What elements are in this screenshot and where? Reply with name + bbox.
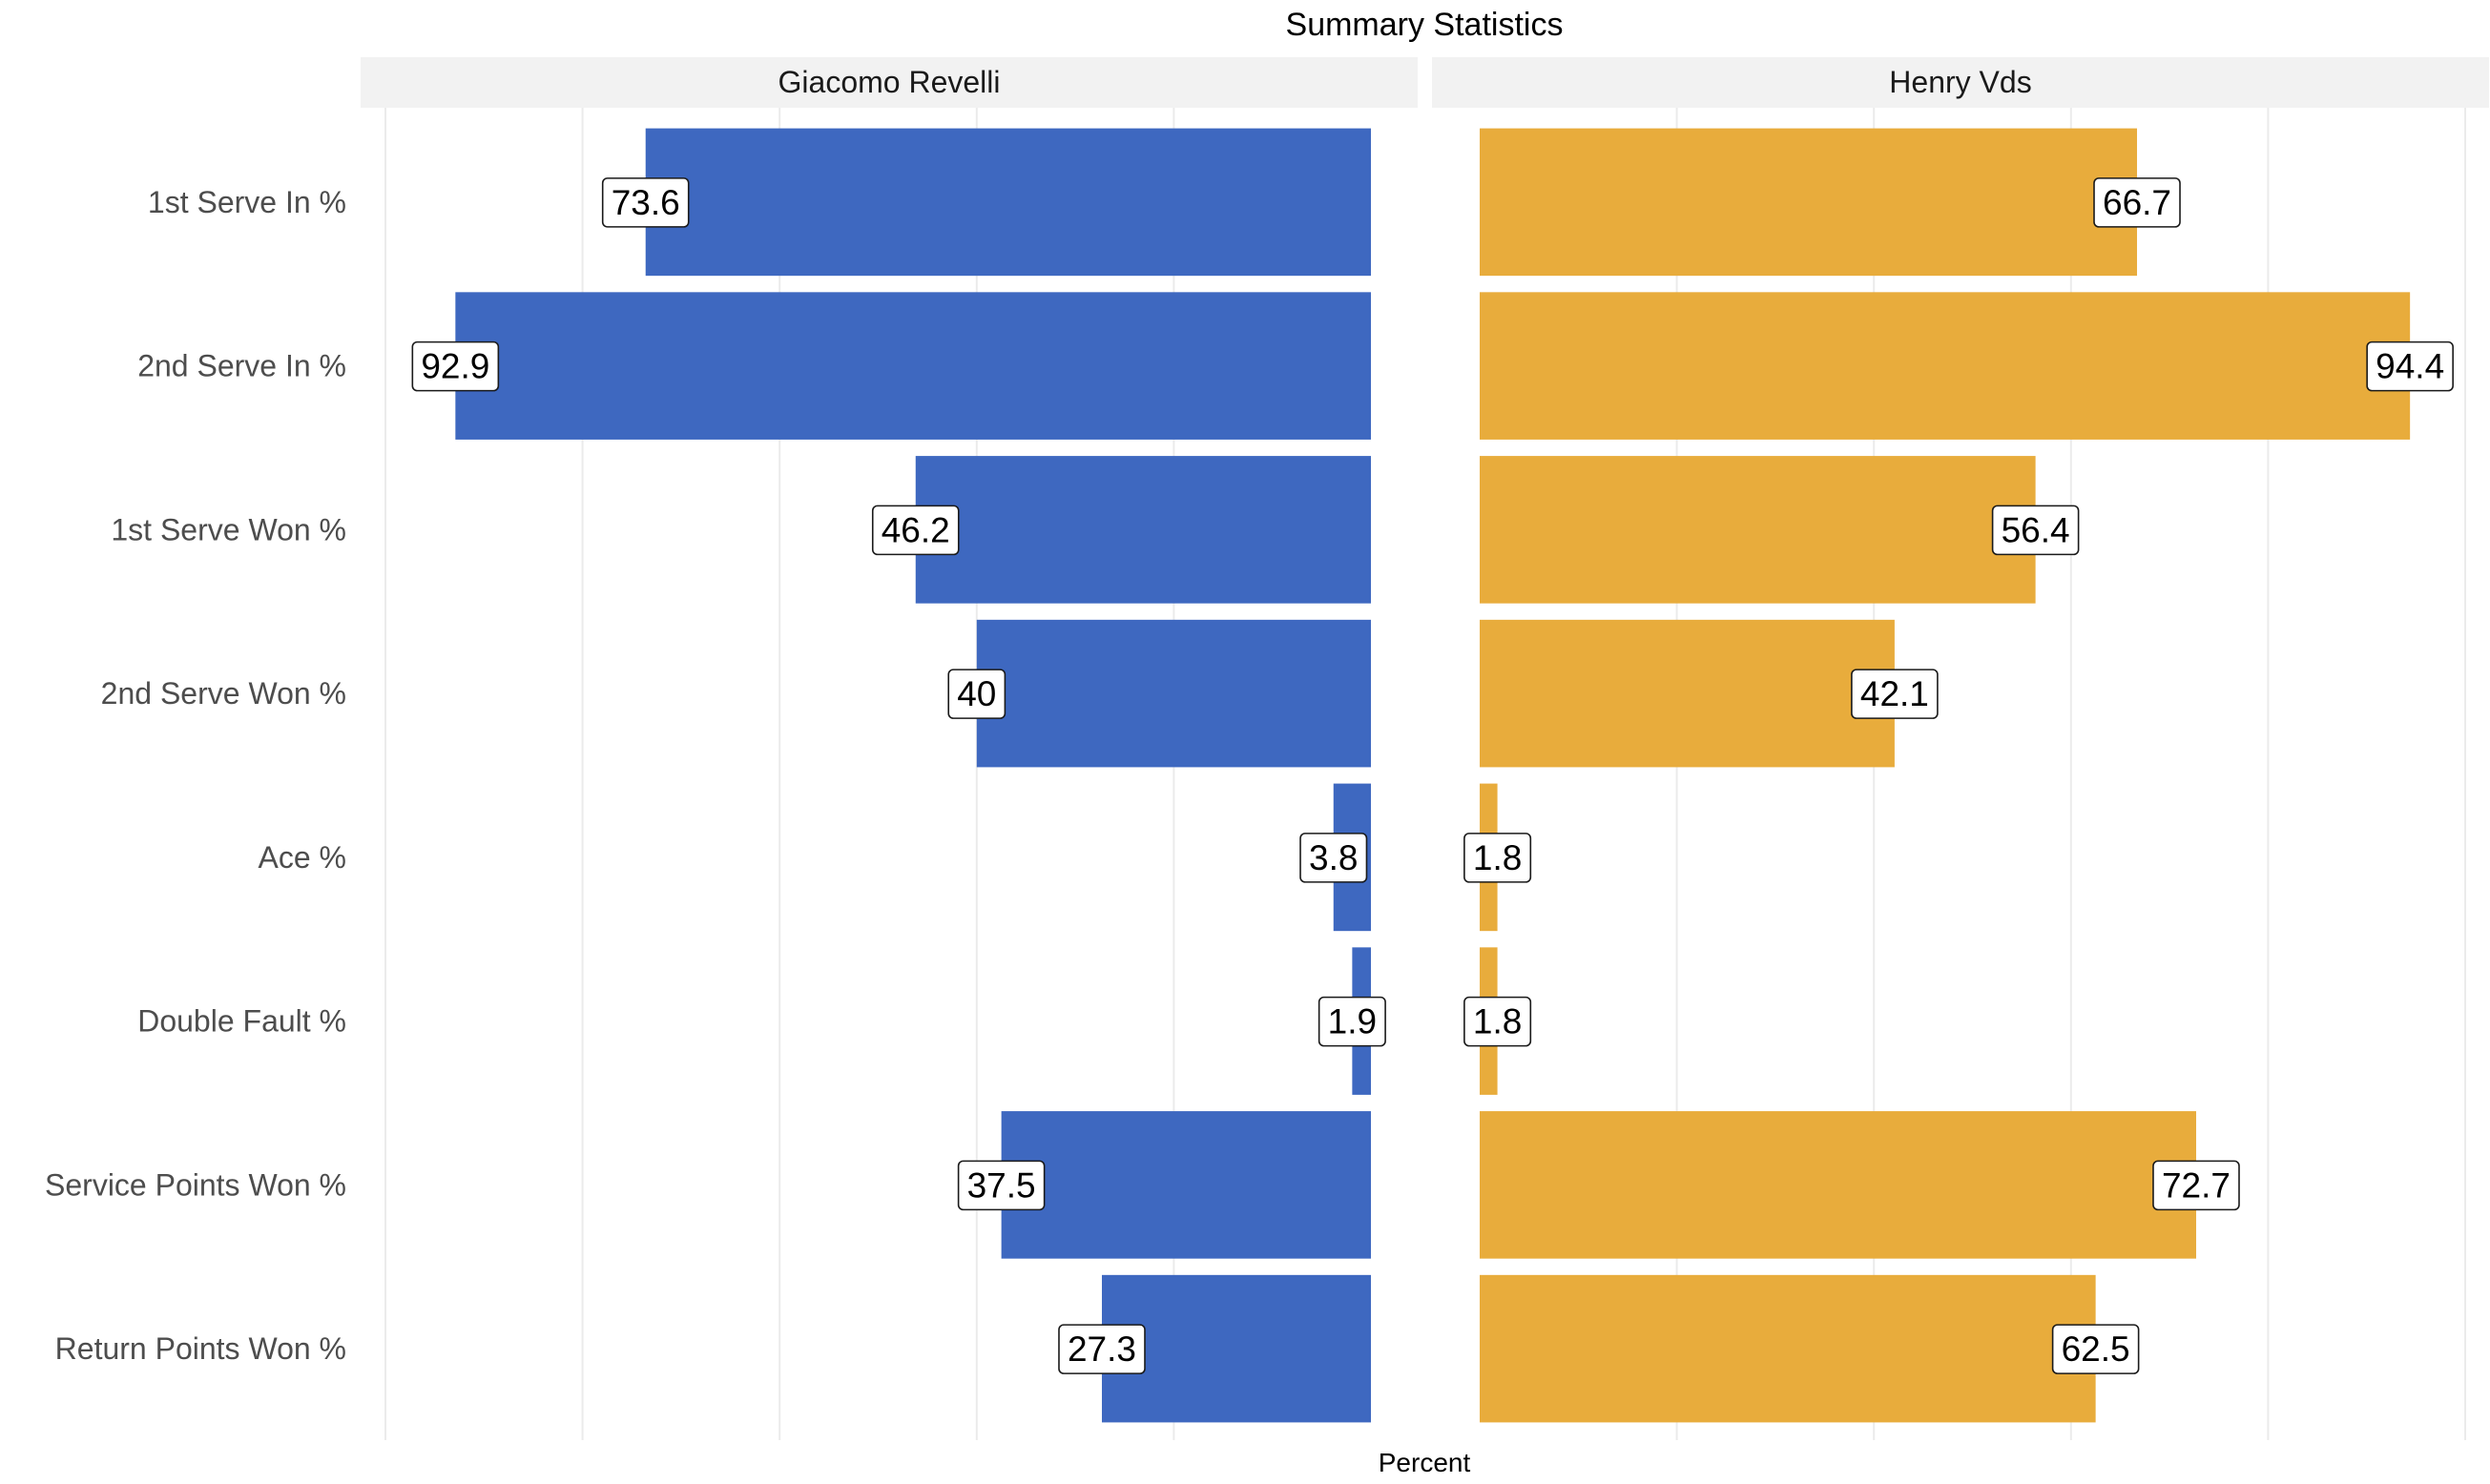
strip-right-label: Henry Vds — [1889, 65, 2031, 99]
value-label-box-left — [1058, 1324, 1146, 1374]
value-labels-right: 66.7 94.4 56.4 42.1 1.8 1.8 72.7 62.5 — [1463, 177, 2454, 1374]
value-label-box-left — [411, 340, 500, 392]
bar-left — [645, 128, 1371, 277]
value-label-left: 27.3 — [1068, 1329, 1136, 1369]
category-label: Return Points Won % — [55, 1331, 346, 1366]
category-label: Ace % — [259, 840, 346, 875]
bars-right — [1480, 128, 2411, 1423]
panel-left: Giacomo Revelli 73.6 92.9 46.2 40 3.8 1.9 37.5… — [361, 57, 1418, 1440]
category-label: 2nd Serve In % — [137, 349, 346, 383]
category-axis-labels: 1st Serve In % 2nd Serve In % 1st Serve Wo… — [45, 185, 346, 1366]
value-label-box-left — [1318, 996, 1386, 1047]
value-label-right: 56.4 — [2002, 510, 2070, 549]
value-label-box-left — [947, 669, 1006, 719]
category-label: Double Fault % — [137, 1004, 346, 1039]
value-label-left: 1.9 — [1328, 1002, 1377, 1041]
value-label-box-left — [601, 177, 690, 228]
bar-right — [1480, 456, 2036, 604]
value-label-box-right — [1463, 996, 1532, 1047]
value-label-box-right — [2152, 1160, 2240, 1211]
value-label-box-right — [1991, 505, 2080, 556]
value-label-box-right — [1463, 833, 1532, 883]
value-label-box-right — [2093, 177, 2181, 228]
value-label-box-right — [1851, 669, 1939, 719]
value-label-right: 1.8 — [1473, 838, 1522, 877]
bar-right — [1480, 619, 1895, 768]
bar-left — [1001, 1111, 1371, 1259]
bar-right — [1480, 292, 2411, 440]
value-label-right: 72.7 — [2162, 1165, 2231, 1205]
value-label-left: 3.8 — [1309, 838, 1358, 877]
bar-right — [1480, 1274, 2096, 1423]
chart-title: Summary Statistics — [1286, 7, 1564, 43]
panel-right: Henry Vds 66.7 94.4 56.4 42.1 1.8 1.8 72.7 62.5 — [1432, 57, 2489, 1440]
value-label-left: 40 — [957, 674, 996, 713]
value-label-right: 1.8 — [1473, 1002, 1522, 1041]
bars-left — [455, 128, 1371, 1423]
bar-left — [455, 292, 1371, 440]
x-axis-title: Percent — [1379, 1448, 1471, 1477]
bar-left — [1101, 1274, 1371, 1423]
bar-left — [976, 619, 1371, 768]
value-labels-left: 73.6 92.9 46.2 40 3.8 1.9 37.5 27.3 — [411, 177, 1386, 1374]
strip-right-background — [1432, 57, 2489, 108]
value-label-right: 62.5 — [2062, 1329, 2130, 1369]
category-label: 2nd Serve Won % — [101, 676, 346, 711]
strip-left-label: Giacomo Revelli — [778, 65, 1001, 99]
value-label-left: 92.9 — [421, 347, 489, 386]
category-label: Service Points Won % — [45, 1167, 346, 1202]
strip-left-background — [361, 57, 1418, 108]
value-label-left: 73.6 — [612, 183, 680, 222]
value-label-right: 94.4 — [2376, 347, 2444, 386]
bar-right — [1480, 1111, 2196, 1259]
category-label: 1st Serve In % — [148, 185, 346, 219]
bar-left — [915, 456, 1371, 604]
value-label-right: 42.1 — [1860, 674, 1929, 713]
value-label-left: 46.2 — [882, 510, 950, 549]
value-label-box-left — [957, 1160, 1046, 1211]
value-label-right: 66.7 — [2103, 183, 2171, 222]
value-label-box-left — [871, 505, 960, 556]
value-label-box-right — [2366, 340, 2454, 392]
value-label-box-left — [1299, 833, 1368, 883]
value-label-left: 37.5 — [967, 1165, 1036, 1205]
value-label-box-right — [2051, 1324, 2140, 1374]
bar-right — [1480, 128, 2138, 277]
category-label: 1st Serve Won % — [111, 512, 346, 546]
